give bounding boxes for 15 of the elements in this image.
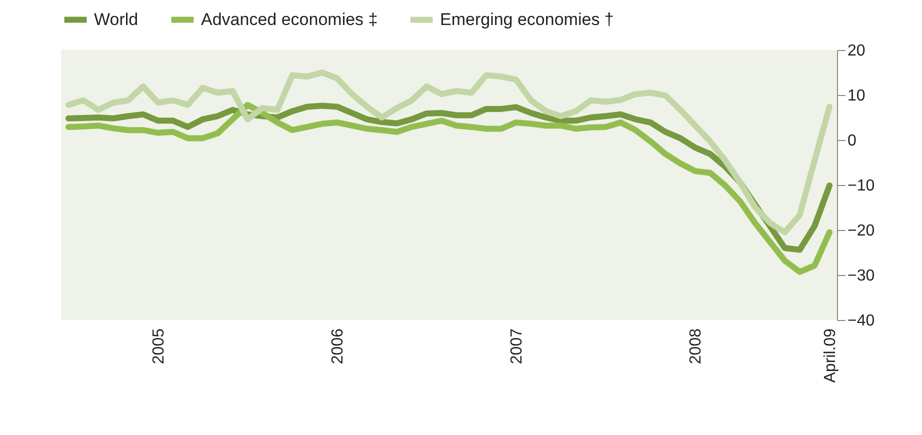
legend-label: Advanced economies ‡ bbox=[201, 10, 378, 29]
y-tick-label: 10 bbox=[848, 88, 866, 104]
y-tick-label: 20 bbox=[848, 42, 866, 60]
y-tick-label: −20 bbox=[848, 222, 875, 240]
y-tick-label: −40 bbox=[848, 312, 875, 330]
legend-label: Emerging economies † bbox=[440, 10, 614, 29]
x-tick-label: 2008 bbox=[688, 328, 705, 364]
y-tick-label: 0 bbox=[848, 132, 856, 150]
x-tick-label: 2006 bbox=[330, 328, 347, 364]
y-tick-label: −10 bbox=[848, 178, 875, 194]
x-tick-label: 2005 bbox=[150, 328, 168, 364]
y-tick-label: −30 bbox=[848, 268, 875, 284]
legend-label: World bbox=[94, 10, 138, 29]
x-tick-label: April.09 bbox=[822, 328, 840, 383]
x-tick-label: 2007 bbox=[508, 328, 526, 364]
